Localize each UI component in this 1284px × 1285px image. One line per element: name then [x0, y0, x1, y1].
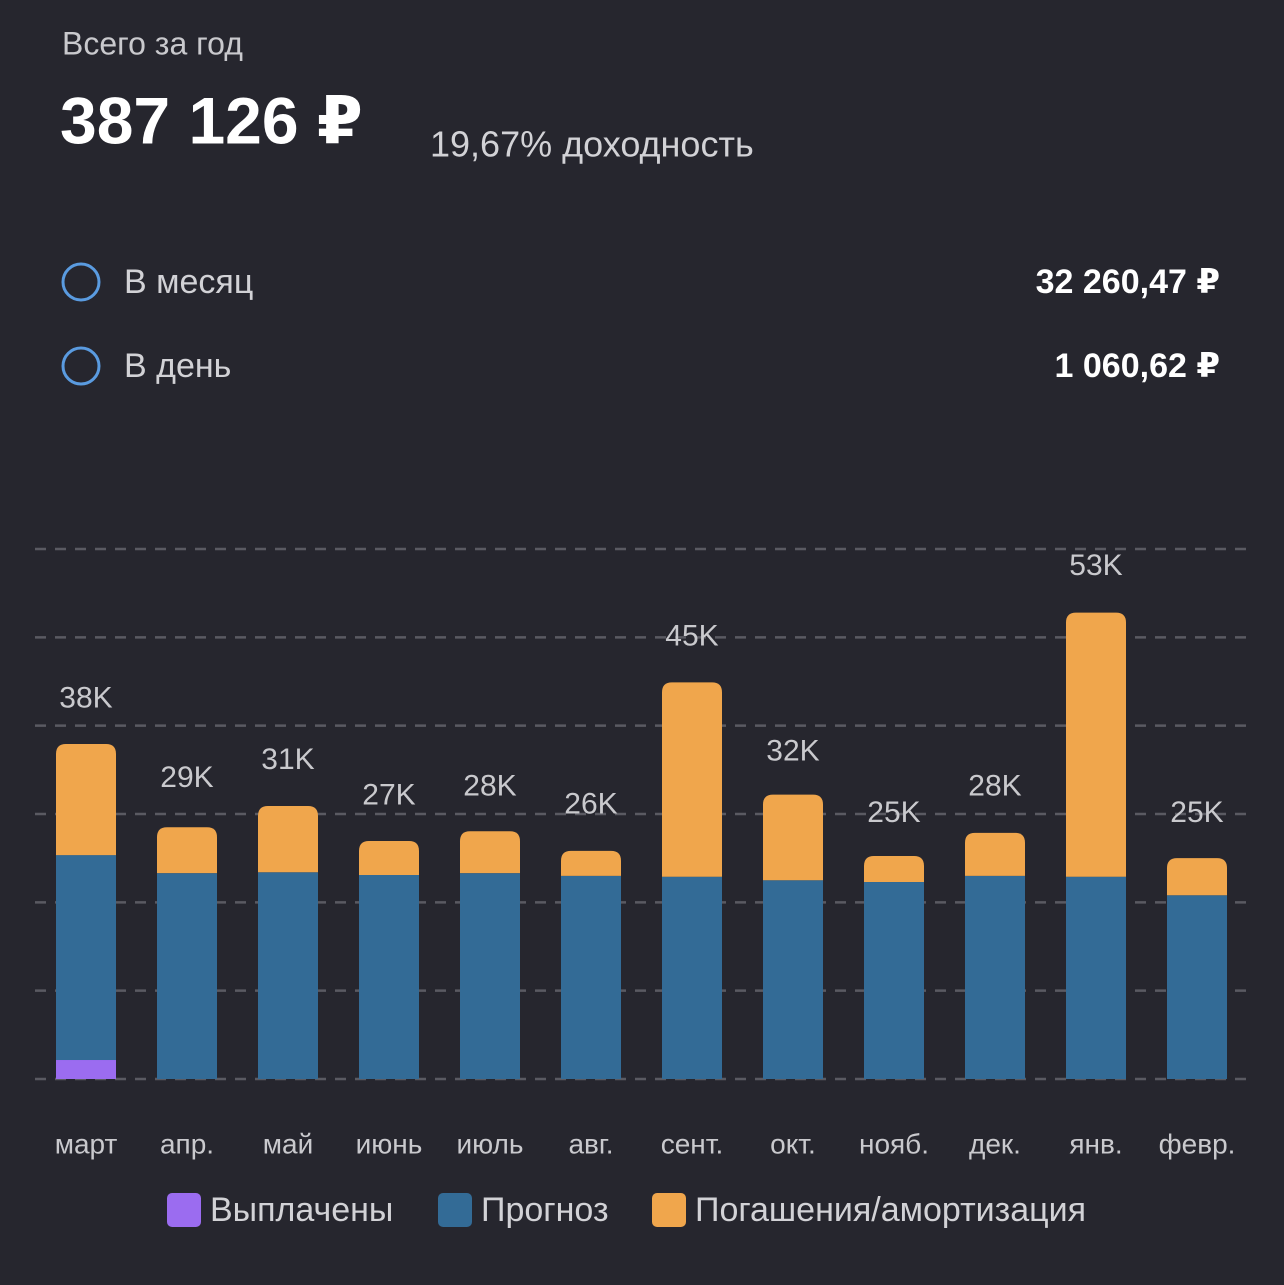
total-label: 31K [261, 743, 314, 776]
total-label: 38K [59, 681, 112, 714]
x-tick-label: авг. [568, 1128, 613, 1159]
bar-segment [56, 1060, 116, 1079]
bar-segment [662, 682, 722, 877]
row-value: 1 060,62 ₽ [1055, 347, 1220, 385]
x-tick-label: февр. [1159, 1128, 1236, 1159]
bar-segment [359, 840, 419, 875]
x-tick-label: сент. [661, 1128, 724, 1159]
bar-segment [864, 882, 924, 1079]
x-tick-label: апр. [160, 1128, 214, 1159]
bar-segment [157, 873, 217, 1079]
bar-segment [763, 794, 823, 881]
x-tick-label: май [263, 1128, 313, 1159]
total-label: 25K [1170, 796, 1223, 829]
yield: 19,67% доходность [430, 124, 754, 165]
total-label: 25K [867, 796, 920, 829]
total: 387 126 ₽ [60, 83, 363, 157]
bar-segment [359, 874, 419, 1079]
bar-segment [56, 744, 116, 856]
bar-segment [1066, 876, 1126, 1079]
total-label: 28K [968, 770, 1021, 803]
row-value: 32 260,47 ₽ [1036, 263, 1220, 301]
legend-label: Прогноз [481, 1191, 609, 1229]
bar-segment [258, 806, 318, 873]
legend-swatch [167, 1193, 201, 1227]
radio[interactable] [61, 262, 101, 302]
total-label: 53K [1069, 549, 1122, 582]
bar-segment [460, 873, 520, 1079]
total-label: 45K [665, 619, 718, 652]
row-label: В месяц [124, 263, 253, 301]
bar-segment [662, 876, 722, 1079]
bar-segment [258, 872, 318, 1079]
total-label: 32K [766, 734, 819, 767]
x-tick-label: нояб. [859, 1128, 929, 1159]
bar-segment [864, 855, 924, 883]
bar-segment [460, 831, 520, 874]
bar-segment [561, 850, 621, 876]
total-label: 27K [362, 778, 415, 811]
bar-segment [965, 875, 1025, 1079]
bar-segment [1167, 895, 1227, 1079]
x-tick-label: март [55, 1128, 118, 1159]
caption: Всего за год [62, 25, 243, 61]
bar-segment [56, 855, 116, 1061]
legend-swatch [652, 1193, 686, 1227]
total-label: 26K [564, 787, 617, 820]
bar-segment [965, 832, 1025, 876]
legend-label: Погашения/амортизация [695, 1191, 1086, 1229]
bar-segment [1066, 612, 1126, 877]
bar-segment [763, 880, 823, 1079]
radio[interactable] [61, 346, 101, 386]
x-tick-label: окт. [770, 1128, 816, 1159]
legend-swatch [438, 1193, 472, 1227]
total-label: 29K [160, 761, 213, 794]
legend-label: Выплачены [210, 1191, 393, 1229]
x-tick-label: июнь [356, 1128, 423, 1159]
x-tick-label: дек. [969, 1128, 1021, 1159]
bar-segment [157, 827, 217, 874]
bar-segment [1167, 858, 1227, 896]
total-label: 28K [463, 770, 516, 803]
row-label: В день [124, 347, 231, 385]
x-tick-label: июль [457, 1128, 524, 1159]
x-tick-label: янв. [1069, 1128, 1122, 1159]
bar-segment [561, 875, 621, 1079]
